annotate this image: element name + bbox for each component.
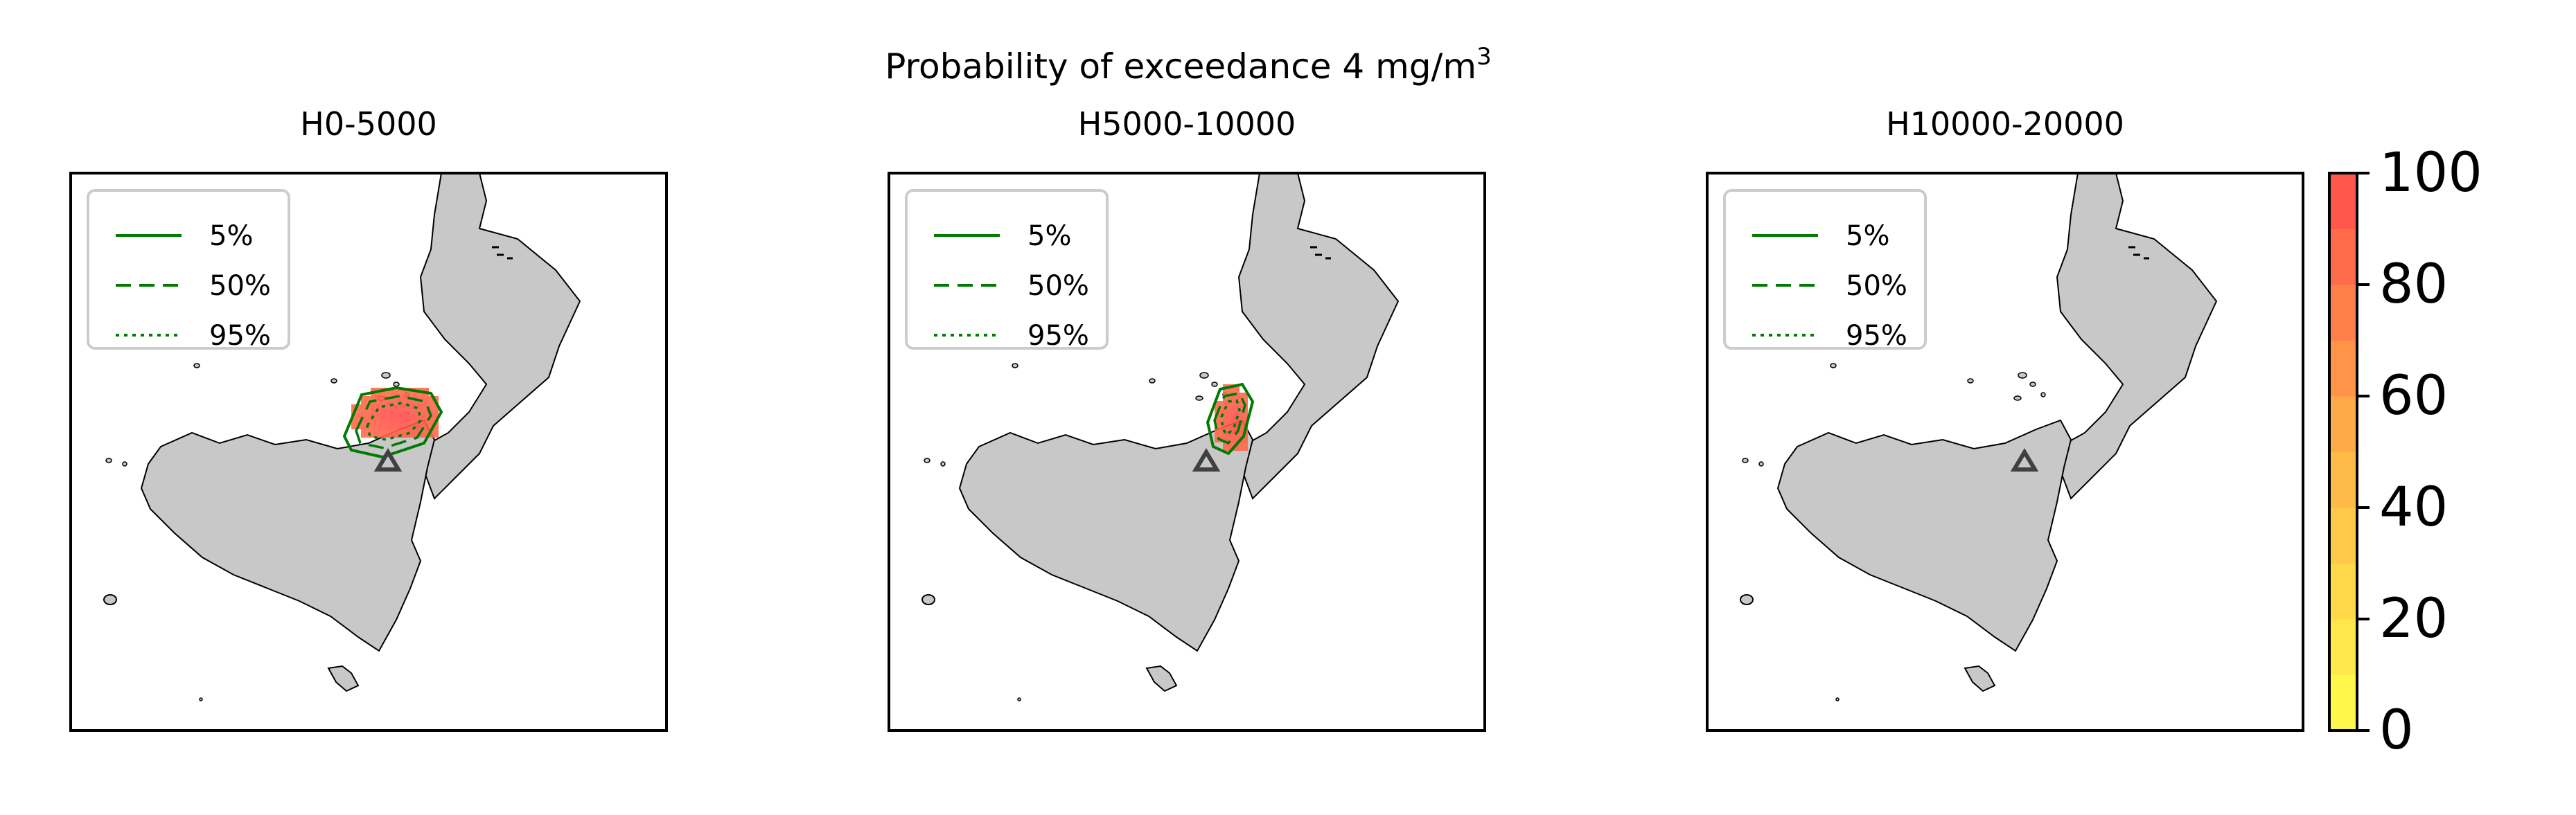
legend-label: 95%: [1846, 320, 1907, 352]
legend-label: 50%: [1846, 270, 1907, 302]
legend-label: 50%: [209, 270, 271, 302]
colorbar-level: [2329, 563, 2357, 620]
legend: 5% 50% 95%: [905, 189, 1109, 352]
legend-label: 95%: [209, 320, 271, 352]
colorbar-level: [2329, 396, 2357, 452]
colorbar-level: [2329, 229, 2357, 285]
colorbar-tick-label: 40: [2379, 476, 2448, 539]
triangle-icon: [373, 448, 403, 472]
map-frame: [888, 172, 1486, 732]
panel-title: H0-5000: [300, 105, 437, 143]
map-frame: [69, 172, 668, 732]
colorbar-tick-label: 20: [2379, 588, 2448, 650]
triangle-icon: [2010, 448, 2039, 472]
legend-label: 5%: [1027, 220, 1071, 252]
colorbar-tick-label: 0: [2379, 699, 2414, 762]
legend-label: 95%: [1027, 320, 1089, 352]
map-panel-3: H10000-20000 5% 50% 95%: [1706, 105, 2304, 732]
legend-label: 5%: [209, 220, 253, 252]
colorbar-tick-label: 100: [2379, 142, 2482, 204]
colorbar: 0 20 40 60 80 100: [2328, 142, 2482, 762]
colorbar-level: [2329, 173, 2357, 229]
legend: 5% 50% 95%: [87, 189, 290, 352]
figure-title: Probability of exceedance 4 mg/m3: [885, 43, 1491, 87]
legend-label: 5%: [1846, 220, 1889, 252]
legend-label: 50%: [1027, 270, 1089, 302]
map-panel-2: H5000-10000 5% 50% 95%: [888, 105, 1486, 732]
colorbar-level: [2329, 340, 2357, 397]
colorbar-tick-label: 60: [2379, 365, 2448, 427]
map-panel-1: H0-5000 5% 50% 95%: [69, 105, 668, 732]
plume-probability: [1206, 382, 1255, 456]
plume-probability: [342, 386, 443, 459]
map-frame: [1706, 172, 2304, 732]
colorbar-level: [2329, 619, 2357, 675]
colorbar-level: [2329, 508, 2357, 564]
colorbar-level: [2329, 674, 2357, 731]
colorbar-tick-label: 80: [2379, 253, 2448, 316]
panel-title: H5000-10000: [1078, 105, 1296, 143]
triangle-icon: [1192, 448, 1221, 472]
colorbar-level: [2329, 285, 2357, 341]
colorbar-level: [2329, 451, 2357, 508]
legend: 5% 50% 95%: [1723, 189, 1927, 352]
panel-title: H10000-20000: [1886, 105, 2124, 143]
